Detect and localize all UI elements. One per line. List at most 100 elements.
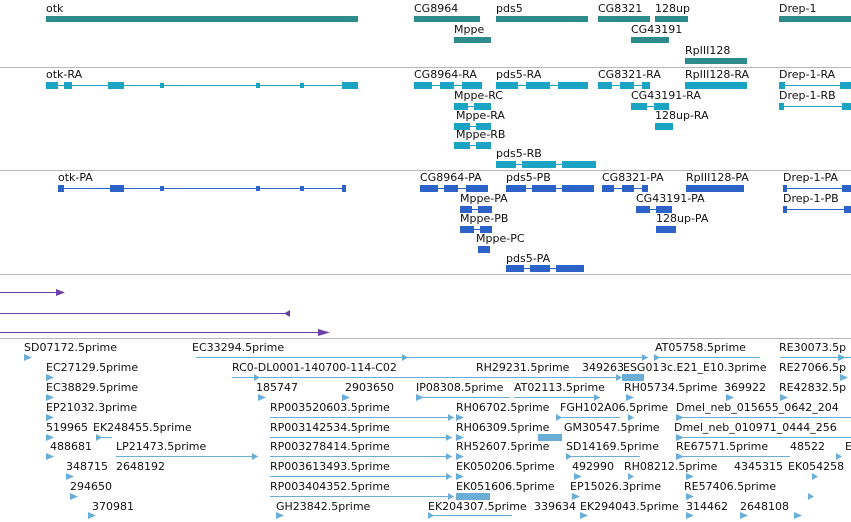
est-feature[interactable] [232, 374, 622, 381]
est-feature[interactable] [456, 453, 464, 460]
transcript-feature[interactable] [414, 82, 482, 89]
est-feature[interactable] [686, 493, 694, 500]
est-feature[interactable] [840, 374, 848, 381]
est-feature[interactable] [572, 493, 580, 500]
est-feature[interactable] [270, 414, 454, 421]
est-feature[interactable] [456, 493, 490, 500]
est-feature[interactable] [626, 394, 634, 401]
transcript-feature[interactable] [454, 123, 491, 130]
est-feature[interactable] [70, 493, 78, 500]
est-feature[interactable] [428, 512, 512, 519]
est-feature[interactable] [46, 394, 54, 401]
est-feature[interactable] [622, 374, 644, 381]
transcript-feature[interactable] [454, 142, 491, 149]
transcript-feature[interactable] [454, 103, 491, 110]
transcript-feature[interactable] [598, 82, 650, 89]
est-feature[interactable] [556, 414, 620, 421]
est-feature[interactable] [836, 453, 842, 460]
aligned-feature[interactable] [0, 329, 330, 336]
est-label: RH29231.5prime [476, 361, 570, 374]
est-feature[interactable] [628, 473, 634, 480]
est-feature[interactable] [416, 394, 510, 401]
est-feature[interactable] [676, 434, 851, 441]
est-feature[interactable] [676, 453, 790, 460]
transcript-feature[interactable] [496, 82, 588, 89]
protein-feature[interactable] [636, 206, 672, 213]
est-feature[interactable] [628, 414, 634, 421]
gene-feature[interactable] [631, 37, 669, 43]
est-feature[interactable] [456, 414, 464, 421]
transcript-feature[interactable] [46, 82, 358, 89]
protein-feature[interactable] [783, 206, 851, 213]
transcript-feature[interactable] [779, 82, 851, 89]
est-feature[interactable] [456, 473, 464, 480]
est-feature[interactable] [780, 354, 851, 361]
aligned-feature[interactable] [0, 310, 290, 317]
est-feature[interactable] [686, 473, 694, 480]
est-feature[interactable] [96, 434, 112, 441]
est-feature[interactable] [46, 414, 54, 421]
est-feature[interactable] [676, 414, 851, 421]
protein-feature[interactable] [602, 185, 648, 192]
est-feature[interactable] [66, 473, 74, 480]
est-feature[interactable] [538, 434, 562, 441]
est-label: 294650 [70, 480, 112, 493]
transcript-feature[interactable] [779, 103, 851, 110]
est-feature[interactable] [116, 453, 258, 460]
est-feature[interactable] [686, 512, 694, 519]
est-feature[interactable] [258, 394, 266, 401]
est-feature[interactable] [514, 394, 600, 401]
est-feature[interactable] [580, 512, 588, 519]
protein-feature[interactable] [506, 265, 584, 272]
protein-feature[interactable] [656, 226, 676, 233]
est-feature[interactable] [270, 473, 452, 480]
est-feature[interactable] [740, 512, 748, 519]
est-feature[interactable] [342, 394, 350, 401]
est-feature[interactable] [808, 493, 814, 500]
est-feature[interactable] [196, 354, 648, 361]
protein-label: pds5-PA [506, 252, 551, 265]
gene-feature[interactable] [414, 16, 480, 22]
est-feature[interactable] [46, 374, 54, 381]
transcript-feature[interactable] [655, 123, 673, 130]
aligned-feature[interactable] [0, 289, 65, 296]
est-feature[interactable] [270, 453, 452, 460]
est-feature[interactable] [654, 354, 760, 361]
est-feature[interactable] [24, 354, 32, 361]
protein-feature[interactable] [506, 185, 594, 192]
protein-feature[interactable] [460, 226, 492, 233]
gene-feature[interactable] [779, 16, 851, 22]
protein-label: Mppe-PB [460, 212, 508, 225]
est-feature[interactable] [780, 394, 788, 401]
transcript-feature[interactable] [496, 161, 596, 168]
est-feature[interactable] [726, 394, 734, 401]
gene-feature[interactable] [454, 37, 491, 43]
protein-feature[interactable] [58, 185, 346, 192]
est-label: RH06702.5prime [456, 401, 550, 414]
est-feature[interactable] [270, 493, 454, 500]
gene-feature[interactable] [496, 16, 588, 22]
est-feature[interactable] [46, 453, 54, 460]
protein-feature[interactable] [686, 185, 744, 192]
protein-feature[interactable] [478, 246, 490, 253]
protein-feature[interactable] [460, 206, 492, 213]
est-feature[interactable] [794, 512, 802, 519]
gene-feature[interactable] [46, 16, 358, 22]
protein-feature[interactable] [420, 185, 488, 192]
gene-feature[interactable] [685, 58, 747, 64]
est-feature[interactable] [566, 453, 640, 460]
gene-feature[interactable] [655, 16, 688, 22]
est-feature[interactable] [456, 434, 464, 441]
est-feature[interactable] [812, 473, 818, 480]
protein-feature[interactable] [783, 185, 851, 192]
transcript-feature[interactable] [631, 103, 669, 110]
est-feature[interactable] [270, 434, 452, 441]
gene-feature[interactable] [598, 16, 650, 22]
est-feature[interactable] [88, 512, 96, 519]
est-feature[interactable] [574, 473, 582, 480]
transcript-feature[interactable] [685, 82, 747, 89]
est-feature[interactable] [276, 512, 284, 519]
gene-track [46, 16, 851, 64]
est-feature[interactable] [46, 434, 54, 441]
